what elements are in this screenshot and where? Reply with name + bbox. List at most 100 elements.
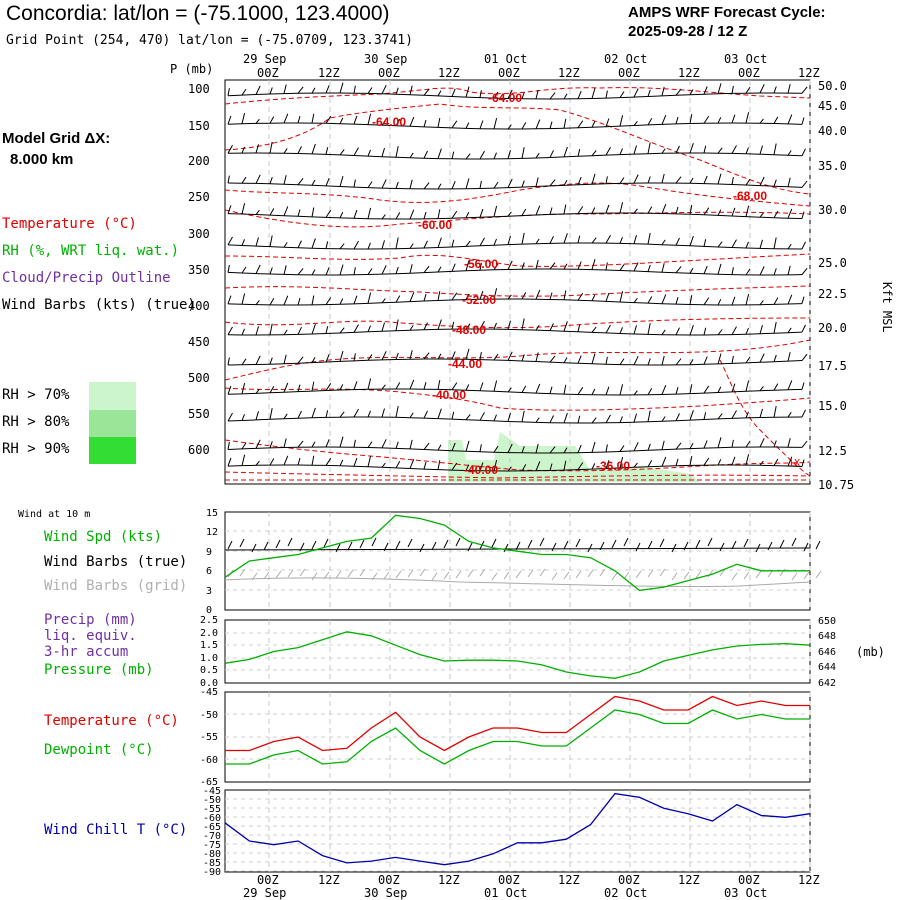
wind-barb-grid xyxy=(347,569,354,578)
wind-barb xyxy=(493,117,498,130)
wind-barb xyxy=(591,463,596,470)
wind-barb xyxy=(675,145,680,154)
corner-mark: 1X xyxy=(788,458,800,469)
wind-barb xyxy=(661,239,666,245)
wind-barb xyxy=(227,457,232,467)
wind-barb-true xyxy=(251,543,257,553)
wind-barb-true xyxy=(659,538,665,548)
wind-barb xyxy=(661,86,665,97)
barb-staff-line xyxy=(227,416,803,424)
top-date-label: 02 Oct xyxy=(604,52,647,66)
wind-barb-true xyxy=(311,540,317,550)
kft-tick: 20.0 xyxy=(818,321,847,335)
precip-y-tick: 2.5 xyxy=(200,615,218,626)
wind-barb xyxy=(801,440,808,448)
wind-barb xyxy=(801,241,806,250)
wind-barb xyxy=(367,242,371,250)
wind-barb xyxy=(521,446,525,453)
kft-axis-label: Kft MSL xyxy=(880,282,894,333)
legend-temperature: Temperature (°C) xyxy=(2,216,137,232)
wind-barb xyxy=(227,175,230,184)
wind-barb xyxy=(325,297,332,305)
wind-barb xyxy=(745,454,750,466)
wind-barb xyxy=(507,320,511,330)
cycle-line2: 2025-09-28 / 12 Z xyxy=(628,23,748,40)
wind-barb xyxy=(521,354,525,362)
wind-barb-grid xyxy=(719,568,726,577)
wind-barb xyxy=(227,115,232,125)
wind-barb xyxy=(731,410,737,419)
wind-barb xyxy=(437,209,441,219)
wind-barb xyxy=(339,327,345,334)
wind-barb xyxy=(773,268,777,276)
wind-barb xyxy=(675,297,679,305)
wind-barb xyxy=(731,176,734,185)
wind-barb xyxy=(591,388,596,395)
wind-barb xyxy=(787,177,791,187)
wind-barb-true xyxy=(239,538,245,548)
wind-barb xyxy=(689,267,694,274)
wind-barb xyxy=(395,212,401,220)
temp-contour xyxy=(224,317,811,329)
wind-barb xyxy=(703,412,707,420)
model-grid-line1: Model Grid ΔX: xyxy=(2,130,111,147)
wind-barb-true xyxy=(431,541,437,551)
wind-barb xyxy=(759,438,765,448)
wind-barb xyxy=(283,413,288,419)
top-date-label: 01 Oct xyxy=(484,52,527,66)
barb-staff-line xyxy=(227,122,803,130)
wind-barb xyxy=(409,85,413,95)
wind-barb xyxy=(367,455,372,467)
wind-barb-true xyxy=(551,542,557,552)
wind-barb xyxy=(507,351,513,361)
wind-barb xyxy=(801,353,808,361)
wind-barb xyxy=(451,151,455,159)
wind-barb xyxy=(563,447,568,454)
wind-barb xyxy=(269,408,273,420)
wind-barb xyxy=(689,325,694,336)
kft-tick: 15.0 xyxy=(818,399,847,413)
wind-barb xyxy=(731,355,734,364)
wind-barb xyxy=(311,407,316,418)
bottom-time-tick: 12Z xyxy=(318,873,340,887)
wind-barb xyxy=(353,179,356,188)
wind-barb xyxy=(269,458,275,466)
wind-barb xyxy=(423,265,430,273)
wind-barb xyxy=(619,327,623,334)
wind-barb xyxy=(633,234,637,244)
wind-barb xyxy=(675,413,680,421)
wind-barb xyxy=(367,149,371,157)
wind-barb xyxy=(647,176,651,184)
wind-spd-label: Wind Spd (kts) xyxy=(44,529,163,545)
wind-barb xyxy=(717,413,723,420)
wind-barb-grid xyxy=(755,570,762,579)
wind-barb xyxy=(787,438,791,448)
wind-barb xyxy=(633,145,637,155)
wind-barb-grid xyxy=(527,569,534,578)
lower-panels-grid xyxy=(225,512,811,872)
wind-barb xyxy=(689,114,693,124)
wind-barb xyxy=(591,259,596,270)
wind-barb xyxy=(255,174,261,184)
temp-label-5: -56.00 xyxy=(464,257,498,271)
wind-barb xyxy=(423,211,427,219)
wind-barb-grid xyxy=(539,568,546,577)
wind-barb xyxy=(395,237,399,249)
bottom-time-axis: 00Z 12Z 00Z 12Z 00Z 12Z 00Z 12Z 00Z 12Z 29 Sep 30 S… xyxy=(243,873,820,900)
barb-staff-line xyxy=(227,464,803,472)
wind-barb xyxy=(269,116,275,124)
wind-barb-true-staff xyxy=(224,547,811,551)
wind-barb xyxy=(339,149,345,156)
wind-barb xyxy=(283,354,287,364)
top-time-tick: 00Z xyxy=(257,66,279,80)
wind-barb xyxy=(717,329,723,336)
wind-barb xyxy=(605,324,611,334)
wind-barb xyxy=(689,456,693,466)
wind-barb xyxy=(227,295,232,305)
kft-tick: 50.0 xyxy=(818,79,847,93)
chill-y-tick: -90 xyxy=(203,867,221,878)
temp-label-9: -40.00 xyxy=(432,388,466,402)
wind-barb xyxy=(731,145,737,154)
legend-cloud: Cloud/Precip Outline xyxy=(2,270,171,286)
wind-barb xyxy=(689,295,693,305)
